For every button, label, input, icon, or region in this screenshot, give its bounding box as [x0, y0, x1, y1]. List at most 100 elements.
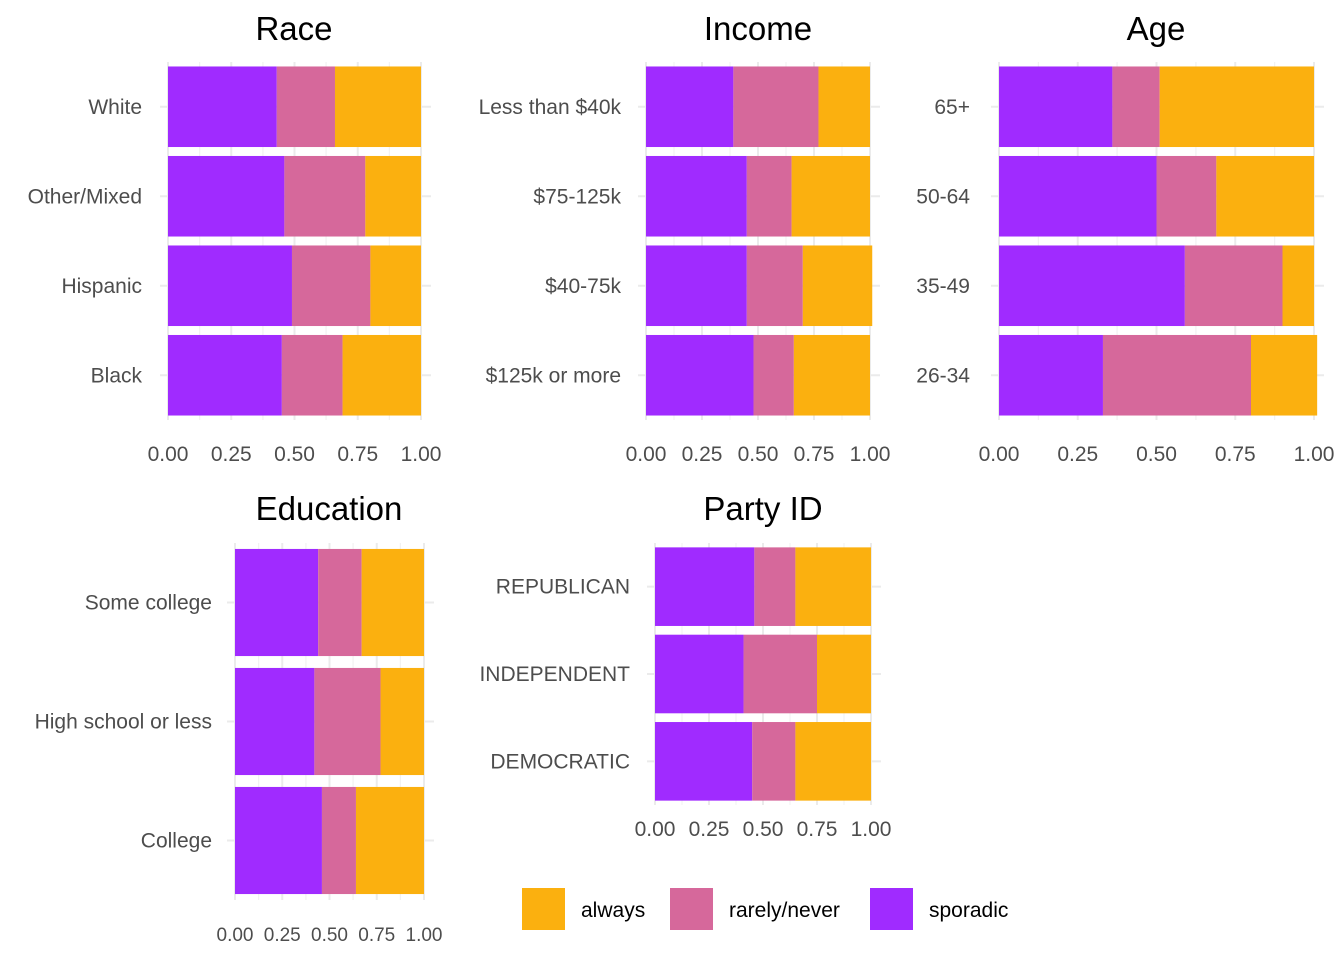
- bar-sporadic-125k-or-more: [646, 334, 754, 416]
- category-label: DEMOCRATIC: [490, 750, 630, 773]
- x-tick-label: 0.00: [217, 925, 254, 946]
- bar-always-75-125k: [791, 155, 870, 237]
- category-label: REPUBLICAN: [496, 576, 630, 599]
- x-tick-label: 0.50: [274, 443, 315, 466]
- bar-rarely-never-40-75k: [746, 245, 803, 327]
- x-tick-label: 0.50: [738, 443, 779, 466]
- bar-sporadic-black: [168, 334, 282, 416]
- category-label: 65+: [934, 96, 970, 119]
- bar-rarely-never-35-49: [1184, 245, 1283, 327]
- bar-rarely-never-other-mixed: [284, 155, 366, 237]
- legend-label-rarely-never: rarely/never: [729, 899, 840, 922]
- bar-always-democratic: [795, 722, 871, 801]
- x-tick-label: 1.00: [1294, 443, 1335, 466]
- x-tick-label: 0.25: [1057, 443, 1098, 466]
- bar-sporadic-high-school-or-less: [235, 667, 315, 776]
- category-label: Some college: [85, 592, 212, 615]
- x-tick-label: 0.25: [264, 925, 301, 946]
- bar-always-hispanic: [370, 245, 421, 327]
- x-tick-label: 0.75: [1215, 443, 1256, 466]
- bar-always-40-75k: [802, 245, 873, 327]
- category-label: $40-75k: [545, 275, 621, 298]
- bar-sporadic-65: [999, 66, 1113, 148]
- bar-sporadic-democratic: [655, 722, 753, 801]
- category-label: High school or less: [35, 711, 212, 734]
- bar-always-high-school-or-less: [380, 667, 424, 776]
- bar-always-35-49: [1282, 245, 1314, 327]
- bar-rarely-never-hispanic: [291, 245, 371, 327]
- bar-rarely-never-75-125k: [746, 155, 792, 237]
- x-tick-label: 0.00: [635, 818, 676, 841]
- category-label: INDEPENDENT: [479, 663, 630, 686]
- bar-always-black: [342, 334, 421, 416]
- bar-always-26-34: [1251, 334, 1318, 416]
- category-label: White: [88, 96, 142, 119]
- bar-always-some-college: [361, 548, 424, 657]
- legend-key-sporadic: [870, 888, 913, 930]
- x-tick-label: 1.00: [850, 443, 891, 466]
- category-label: Other/Mixed: [28, 185, 142, 208]
- x-tick-label: 0.00: [148, 443, 189, 466]
- x-tick-label: 0.75: [358, 925, 395, 946]
- bar-sporadic-less-than-40k: [646, 66, 734, 148]
- bar-rarely-never-independent: [743, 634, 817, 714]
- legend: always rarely/never sporadic: [522, 888, 1008, 930]
- bar-sporadic-75-125k: [646, 155, 747, 237]
- legend-key-rarely-never: [670, 888, 713, 930]
- panel-party-id: REPUBLICAN INDEPENDENT DEMOCRATIC 0.00 0.25 0…: [479, 490, 891, 841]
- x-tick-label: 0.50: [1136, 443, 1177, 466]
- bar-rarely-never-26-34: [1102, 334, 1251, 416]
- x-tick-label: 0.25: [689, 818, 730, 841]
- bar-sporadic-40-75k: [646, 245, 747, 327]
- x-tick-label: 0.75: [337, 443, 378, 466]
- bar-sporadic-republican: [655, 547, 755, 626]
- x-tick-label: 1.00: [851, 818, 892, 841]
- bar-sporadic-hispanic: [168, 245, 292, 327]
- bar-sporadic-other-mixed: [168, 155, 285, 237]
- bar-always-independent: [817, 634, 871, 714]
- x-tick-label: 1.00: [406, 925, 443, 946]
- category-label: Black: [91, 364, 143, 387]
- panel-title: Age: [1127, 10, 1186, 47]
- bar-sporadic-independent: [655, 634, 744, 714]
- bar-sporadic-50-64: [999, 155, 1157, 237]
- bar-sporadic-college: [235, 786, 322, 895]
- x-tick-label: 0.25: [211, 443, 252, 466]
- bar-always-republican: [795, 547, 871, 626]
- bar-always-white: [334, 66, 421, 148]
- category-label: Less than $40k: [479, 96, 622, 119]
- bar-always-125k-or-more: [793, 334, 870, 416]
- bar-rarely-never-less-than-40k: [733, 66, 819, 148]
- bar-sporadic-white: [168, 66, 277, 148]
- panel-title: Income: [704, 10, 812, 47]
- x-tick-label: 0.50: [311, 925, 348, 946]
- bar-rarely-never-democratic: [752, 722, 796, 801]
- bar-rarely-never-college: [321, 786, 356, 895]
- legend-label-always: always: [581, 899, 645, 922]
- bar-rarely-never-some-college: [318, 548, 362, 657]
- category-label: Hispanic: [61, 275, 142, 298]
- panel-title: Party ID: [703, 490, 822, 527]
- bar-rarely-never-republican: [754, 547, 796, 626]
- panel-title: Education: [256, 490, 403, 527]
- category-label: $75-125k: [533, 185, 621, 208]
- bar-always-college: [355, 786, 424, 895]
- x-tick-label: 0.50: [743, 818, 784, 841]
- panel-title: Race: [255, 10, 332, 47]
- bar-always-other-mixed: [365, 155, 421, 237]
- bar-rarely-never-125k-or-more: [753, 334, 794, 416]
- legend-label-sporadic: sporadic: [929, 899, 1008, 922]
- bar-always-less-than-40k: [818, 66, 870, 148]
- x-tick-label: 0.00: [979, 443, 1020, 466]
- x-tick-label: 0.25: [682, 443, 723, 466]
- x-tick-label: 0.75: [794, 443, 835, 466]
- bar-sporadic-some-college: [235, 548, 319, 657]
- panel-education: Some college High school or less College 0.…: [35, 490, 443, 946]
- bar-sporadic-26-34: [999, 334, 1103, 416]
- bar-always-50-64: [1216, 155, 1314, 237]
- panel-race: White Other/Mixed Hispanic Black 0.00 0.25 0.5…: [28, 10, 442, 466]
- bar-rarely-never-50-64: [1156, 155, 1217, 237]
- bar-always-65: [1159, 66, 1314, 148]
- bar-rarely-never-high-school-or-less: [314, 667, 381, 776]
